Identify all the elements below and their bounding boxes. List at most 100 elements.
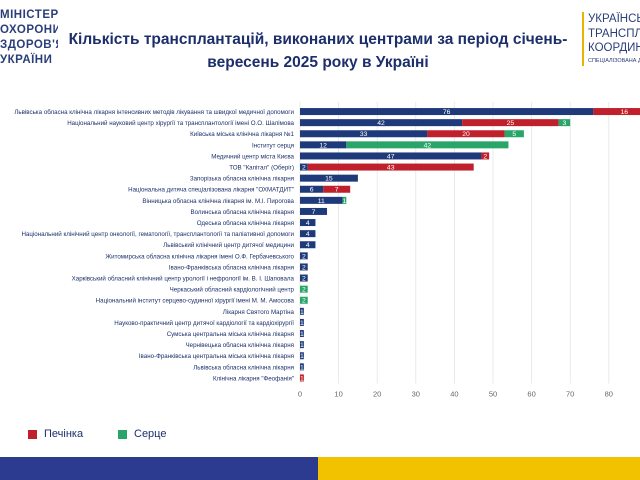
bar-segment — [300, 207, 328, 215]
data-label: 1 — [300, 375, 304, 382]
liver-swatch — [28, 429, 37, 439]
category-label: Клінічна лікарня "Феофанія" — [213, 375, 294, 382]
data-label: 2 — [483, 153, 487, 160]
category-label: Львівська обласна клінічна лікарня — [193, 364, 294, 371]
data-label: 15 — [325, 176, 333, 183]
data-label: 1 — [300, 320, 304, 327]
category-label: Сумська центральна міська клінічна лікар… — [167, 331, 294, 338]
bar-segment — [481, 152, 490, 160]
data-label: 1 — [300, 342, 304, 349]
data-label: 33 — [360, 131, 368, 138]
x-tick-label: 30 — [412, 390, 420, 399]
stacked-bar-chart: 0 10 20 30 40 50 60 70 80 Львівська обласна кліні… — [14, 102, 640, 399]
x-tick-label: 20 — [373, 390, 381, 399]
category-label: Волинська обласна клінічна лікарня — [191, 209, 295, 216]
bar-segment — [427, 130, 505, 138]
bar-segment — [504, 130, 524, 138]
bar-segment — [346, 141, 509, 149]
data-label: 11 — [318, 198, 325, 205]
category-label: Черкаський обласний кардіологічний центр — [170, 287, 295, 294]
category-label: Івано-Франківська центральна міська клін… — [139, 353, 294, 360]
x-tick-label: 70 — [566, 390, 574, 399]
data-label: 47 — [387, 153, 395, 160]
legend-label-liver: Печінка — [44, 428, 84, 440]
data-label: 76 — [443, 109, 451, 116]
heart-swatch — [118, 429, 127, 439]
bar-segment — [300, 274, 308, 282]
category-label: Національний інститут серцево-судинної х… — [96, 298, 295, 305]
bar-segment — [300, 374, 304, 382]
transplant-center-logo: УКРАЇНСЬКИЙ ТРАНСПЛАНТАЦІЙНИЙ КООРДИНАЦІ… — [582, 12, 640, 66]
bar-segment — [300, 352, 304, 360]
brand-footer-stripe — [0, 457, 640, 480]
data-label: 1 — [342, 198, 346, 205]
data-label: 4 — [306, 242, 310, 249]
data-label: 43 — [387, 164, 395, 171]
data-label: 3 — [563, 120, 567, 127]
data-label: 1 — [300, 353, 304, 360]
bar-segment — [300, 285, 308, 293]
data-label: 1 — [300, 309, 304, 316]
bar-segment — [300, 185, 324, 193]
bar-segment — [300, 307, 304, 315]
data-label: 20 — [462, 131, 470, 138]
legend-item-liver: Печінка — [28, 428, 83, 440]
data-label: 4 — [306, 231, 310, 238]
bar-segment — [300, 108, 594, 116]
footer-yellow-band — [318, 457, 640, 480]
legend-label-heart: Серце — [134, 428, 167, 440]
bar-segment — [462, 119, 559, 127]
center-logo-line-1: УКРАЇНСЬКИЙ — [588, 13, 640, 25]
category-label: Львівський клінічний центр дитячої медиц… — [163, 242, 294, 249]
bar-segment — [593, 108, 640, 116]
footer-blue-band — [0, 457, 318, 480]
bar-segment — [300, 119, 463, 127]
x-tick-label: 50 — [489, 390, 497, 399]
data-label: 2 — [302, 253, 306, 260]
x-tick-label: 80 — [605, 390, 613, 399]
data-label: 12 — [319, 142, 327, 149]
data-label: 25 — [507, 120, 515, 127]
category-label: Запорізька обласна клінічна лікарня — [190, 176, 294, 183]
category-label: Чернівецька обласна клінічна лікарня — [186, 342, 295, 349]
x-tick-label: 0 — [298, 390, 302, 399]
bar-segment — [300, 163, 308, 171]
ministry-logo-line-2: ОХОРОНИ — [0, 24, 58, 36]
bar-segment — [300, 341, 304, 349]
data-label: 2 — [302, 287, 306, 294]
ministry-logo-line-4: УКРАЇНИ — [0, 54, 53, 66]
bar-segment — [300, 174, 358, 182]
category-label: Національний науковий центр хірургії та … — [67, 120, 294, 127]
x-tick-label: 40 — [450, 390, 458, 399]
bar-segment — [300, 152, 482, 160]
data-label: 16 — [620, 109, 628, 116]
bar-segment — [300, 296, 308, 304]
bar-segment — [300, 363, 304, 371]
bar-segment — [300, 330, 304, 338]
chart-title: Кількість трансплантацій, виконаних цент… — [68, 31, 568, 71]
x-tick-label: 10 — [334, 390, 342, 399]
center-logo-line-4: СПЕЦІАЛІЗОВАНА ДЕРЖАВНА — [588, 57, 640, 64]
category-label: Медичний центр міста Києва — [211, 153, 294, 160]
data-label: 42 — [377, 120, 385, 127]
data-label: 2 — [302, 264, 306, 271]
data-label: 42 — [424, 142, 432, 149]
bar-segment — [558, 119, 571, 127]
bar-segment — [300, 230, 316, 238]
category-label: Національна дитяча спеціалізована лікарн… — [128, 187, 294, 194]
category-label: Київська міська клінічна лікарня №1 — [190, 131, 294, 138]
bar-segment — [300, 141, 347, 149]
bar-segment — [300, 219, 316, 227]
data-label: 1 — [300, 331, 304, 338]
bar-segment — [307, 163, 474, 171]
data-label: 7 — [335, 187, 339, 194]
category-label: Одеська обласна клінічна лікарня — [197, 220, 294, 227]
data-label: 2 — [302, 164, 306, 171]
category-label: Львівська обласна клінічна лікарня інтен… — [14, 109, 294, 116]
x-tick-label: 60 — [527, 390, 535, 399]
bar-segment — [300, 263, 308, 271]
category-label: Національний клінічний центр онкології, … — [21, 231, 294, 238]
bar-segment — [300, 196, 343, 204]
legend-item-heart: Серце — [118, 428, 166, 440]
category-label: Харківський обласний клінічний центр уро… — [72, 275, 295, 282]
